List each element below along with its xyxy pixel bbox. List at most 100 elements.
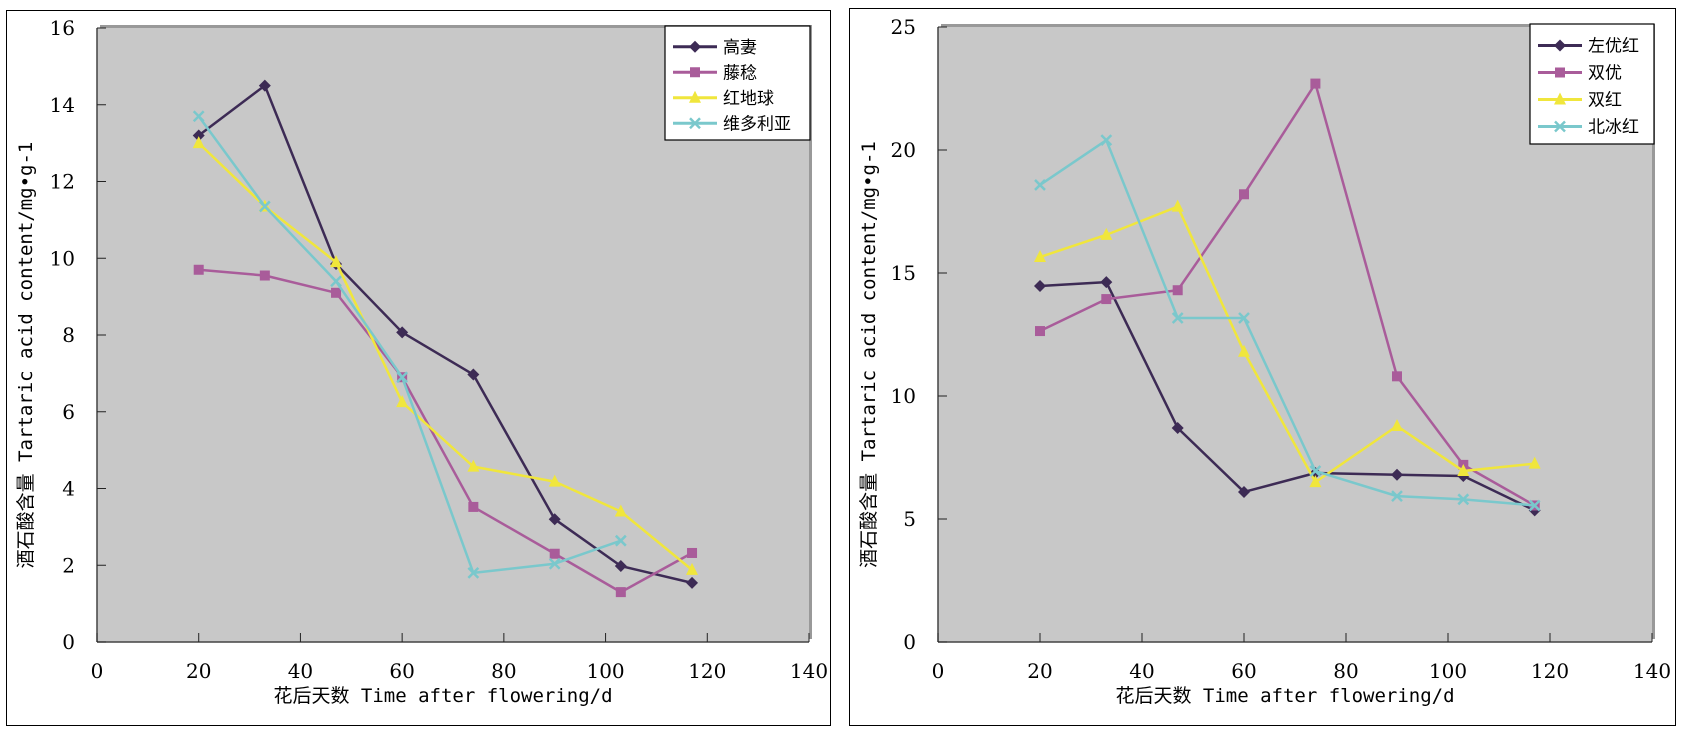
series-双红 [1034,199,1541,488]
legend-box [664,25,811,141]
data-point [1171,421,1184,434]
y-tick-label: 0 [903,630,916,654]
legend-label: 高妻 [723,38,757,58]
data-point [548,557,561,570]
y-tick-label: 15 [891,261,916,285]
legend-marker [1554,39,1566,52]
data-point [396,326,409,339]
data-point [467,567,480,579]
data-point [258,200,271,213]
legend-marker [1554,92,1566,105]
series-维多利亚 [192,110,627,579]
x-tick-label: 80 [1333,659,1358,683]
data-point [1171,199,1184,212]
y-tick-label: 10 [50,246,75,270]
legend-item: 高妻 [673,38,757,58]
series-line [1039,280,1536,512]
data-point [192,129,205,142]
data-point [1239,189,1249,200]
data-point [614,504,627,517]
legend-item: 双红 [1538,91,1622,111]
y-tick-label: 14 [50,93,75,117]
data-point [1309,475,1322,488]
x-tick-label: 60 [389,659,414,683]
legend-item: 双优 [1538,64,1622,84]
series-line [197,142,693,571]
x-axis-title: 花后天数 Time after flowering/d [1115,685,1454,707]
data-point [687,547,698,558]
y-tick-label: 0 [62,630,75,654]
data-point [468,501,479,512]
data-point [467,459,480,472]
y-axis-title: 酒石酸含量 Tartaric acid content/mg•g-1 [15,142,37,569]
data-point [396,371,409,384]
y-axis-title: 酒石酸含量 Tartaric acid content/mg•g-1 [858,141,880,568]
left-chart: 0 2 4 6 8 10 12 14 16 0 20 40 60 80 100 120 140 花后天数 Time… [15,16,828,707]
data-point [1238,344,1250,357]
x-tick-label: 120 [1531,659,1569,683]
data-point [467,368,480,381]
x-tick-label: 40 [1129,659,1154,683]
data-point [1100,227,1113,240]
legend-label: 双红 [1588,91,1622,111]
data-point [1528,456,1541,469]
series-line [198,268,693,594]
series-line [1039,82,1536,507]
legend-item: 北冰红 [1538,118,1639,138]
data-point [1100,276,1113,289]
data-point [686,576,699,589]
y-tick-label: 10 [891,384,916,408]
data-point [331,287,342,298]
legend-item: 维多利亚 [673,114,791,134]
data-point [614,534,627,547]
data-point [258,79,271,92]
legend-marker [689,117,701,130]
data-point [614,560,627,573]
x-tick-label: 20 [186,659,211,683]
y-tick-label: 5 [903,507,916,531]
data-point [1528,499,1541,512]
legend-label: 双优 [1588,64,1622,84]
data-point [1457,464,1470,477]
data-point [1101,294,1112,305]
data-point [1309,465,1322,477]
data-point [192,110,205,123]
x-tick-label: 140 [790,659,828,683]
data-point [1034,179,1046,191]
data-point [1457,493,1470,506]
legend-marker [1554,120,1566,133]
y-tick-label: 20 [891,138,916,162]
data-point [1392,371,1402,382]
data-point [330,255,343,268]
data-point [1310,78,1321,89]
y-tick-label: 12 [50,170,75,194]
legend-label: 藤稔 [723,63,757,83]
y-tick-label: 16 [50,16,75,40]
data-point [1391,490,1403,503]
series-高妻 [192,79,699,589]
data-point [193,264,204,275]
series-line [1039,205,1535,484]
x-tick-label: 20 [1027,659,1052,683]
x-tick-label: 100 [1429,659,1467,683]
data-point [1172,285,1183,296]
data-point [1034,250,1046,263]
legend-label: 北冰红 [1588,118,1639,138]
legend-label: 左优红 [1588,37,1639,57]
legend-marker [689,90,701,103]
data-point [1238,312,1250,324]
legend-label: 维多利亚 [723,114,791,134]
series-line [197,84,693,585]
legend-marker [1555,67,1565,78]
data-point [1391,419,1403,432]
legend-marker [690,67,700,78]
y-tick-label: 25 [891,15,916,39]
y-tick-label: 6 [62,400,75,424]
legend-item: 红地球 [673,89,774,109]
x-tick-label: 60 [1231,659,1256,683]
x-tick-label: 140 [1633,659,1671,683]
x-axis-title: 花后天数 Time after flowering/d [273,685,612,707]
